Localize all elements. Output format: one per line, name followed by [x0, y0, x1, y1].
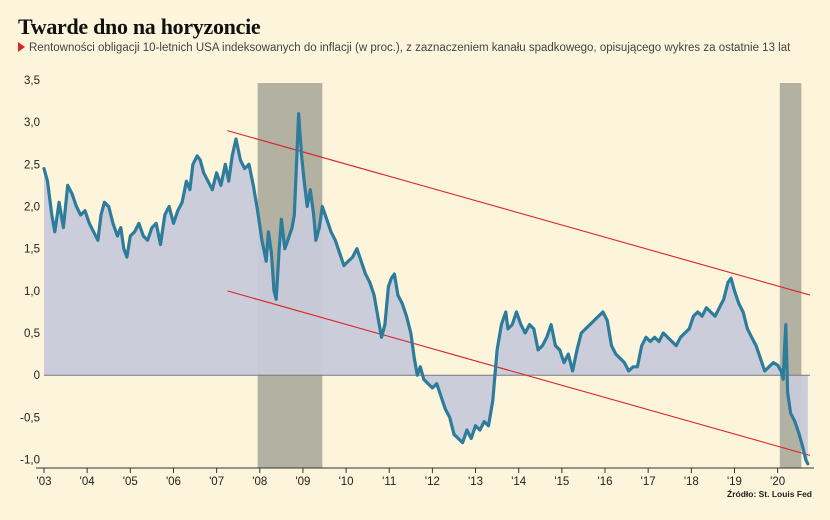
chart-subtitle-text: Rentowności obligacji 10-letnich USA ind… [29, 42, 791, 54]
x-tick-label: '03 [37, 476, 52, 488]
y-tick-label: 1,0 [24, 286, 40, 298]
y-tick-label: 3,5 [24, 75, 40, 87]
y-tick-label: 2,0 [24, 202, 40, 214]
chart-subtitle: Rentowności obligacji 10-letnich USA ind… [18, 42, 823, 54]
triangle-marker-icon [18, 42, 25, 52]
y-tick-labels: 3,5 3,0 2,5 2,0 1,5 1,0 0,5 0 -0,5 -1,0 [20, 75, 40, 467]
x-tick-label: '10 [339, 476, 354, 488]
x-tick-label: '16 [598, 476, 613, 488]
y-tick-label: -1,0 [20, 455, 40, 467]
y-tick-label: 1,5 [24, 244, 40, 256]
x-tick-label: '18 [684, 476, 699, 488]
series-line [42, 112, 810, 466]
x-tick-label: '06 [166, 476, 181, 488]
x-tick-label: '20 [770, 476, 785, 488]
source-label: Źródło: St. Louis Fed [727, 489, 812, 499]
x-tick-labels: '03 '04 '05 '06 '07 '08 '09 '10 '11 '12 '13 '14 '15 '… [37, 476, 786, 488]
x-tick-label: '15 [554, 476, 569, 488]
channel-upper-line [227, 130, 811, 296]
y-tick-label: 3,0 [24, 117, 40, 129]
x-tick-label: '14 [511, 476, 527, 488]
y-tick-label: 0 [34, 370, 40, 382]
y-tick-label: 2,5 [24, 159, 40, 171]
series-area [44, 113, 808, 464]
x-tick-label: '09 [295, 476, 310, 488]
x-tick-label: '07 [209, 476, 224, 488]
chart-title: Twarde dno na horyzoncie [18, 14, 261, 39]
x-tick-label: '04 [80, 476, 96, 488]
series-area-fill [44, 113, 808, 464]
series-line-group [42, 112, 810, 466]
x-axis [36, 467, 814, 473]
x-tick-label: '11 [382, 476, 396, 488]
x-tick-label: '12 [425, 476, 440, 488]
channel-lower-line [227, 290, 811, 456]
channel-lines [227, 130, 811, 456]
x-tick-label: '08 [252, 476, 267, 488]
x-tick-label: '19 [727, 476, 742, 488]
x-tick-label: '13 [468, 476, 483, 488]
y-tick-label: -0,5 [20, 412, 40, 424]
x-tick-label: '17 [641, 476, 656, 488]
y-tick-label: 0,5 [24, 328, 40, 340]
x-tick-label: '05 [123, 476, 138, 488]
